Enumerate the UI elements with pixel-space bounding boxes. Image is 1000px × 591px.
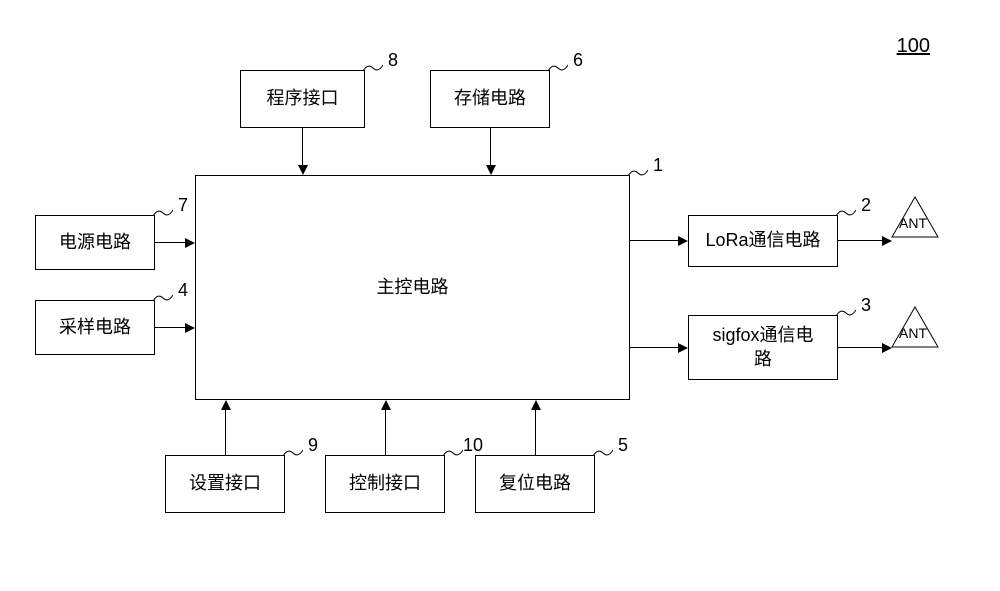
arrow-main-to-lora	[630, 240, 678, 241]
block-main-label: 主控电路	[377, 276, 449, 299]
num-reset: 5	[618, 435, 628, 456]
squiggle-9	[283, 448, 303, 458]
num-lora: 2	[861, 195, 871, 216]
arrow-power-to-main	[155, 242, 185, 243]
arrow-head-sigfox	[678, 343, 688, 353]
num-sigfox: 3	[861, 295, 871, 316]
block-program-interface: 程序接口	[240, 70, 365, 128]
block-power-label: 电源电路	[59, 231, 131, 254]
block-main-control: 主控电路	[195, 175, 630, 400]
block-lora: LoRa通信电路	[688, 215, 838, 267]
arrow-head-program	[298, 165, 308, 175]
arrow-control-to-main	[385, 410, 386, 455]
arrow-head-reset	[531, 400, 541, 410]
arrow-storage-to-main	[490, 128, 491, 165]
num-sampling: 4	[178, 280, 188, 301]
squiggle-6	[548, 63, 568, 73]
num-control: 10	[463, 435, 483, 456]
squiggle-8	[363, 63, 383, 73]
squiggle-10	[443, 448, 463, 458]
arrow-head-settings	[221, 400, 231, 410]
arrow-sampling-to-main	[155, 327, 185, 328]
arrow-lora-to-ant	[838, 240, 883, 241]
block-program-label: 程序接口	[267, 87, 339, 110]
block-sampling: 采样电路	[35, 300, 155, 355]
arrow-head-storage	[486, 165, 496, 175]
arrow-head-power	[185, 238, 195, 248]
arrow-program-to-main	[302, 128, 303, 165]
arrow-reset-to-main	[535, 410, 536, 455]
block-control: 控制接口	[325, 455, 445, 513]
block-sampling-label: 采样电路	[59, 316, 131, 339]
num-power: 7	[178, 195, 188, 216]
num-settings: 9	[308, 435, 318, 456]
block-sigfox: sigfox通信电 路	[688, 315, 838, 380]
block-lora-label: LoRa通信电路	[705, 229, 820, 252]
block-settings: 设置接口	[165, 455, 285, 513]
squiggle-1	[628, 168, 648, 178]
block-settings-label: 设置接口	[189, 472, 261, 495]
squiggle-4	[153, 293, 173, 303]
block-storage: 存储电路	[430, 70, 550, 128]
block-reset: 复位电路	[475, 455, 595, 513]
block-sigfox-label: sigfox通信电 路	[712, 324, 813, 371]
block-storage-label: 存储电路	[454, 87, 526, 110]
squiggle-5	[593, 448, 613, 458]
arrow-settings-to-main	[225, 410, 226, 455]
antenna-label-2: ANT	[899, 325, 927, 341]
figure-number: 100	[897, 35, 930, 58]
squiggle-7	[153, 208, 173, 218]
arrow-head-sampling	[185, 323, 195, 333]
block-power: 电源电路	[35, 215, 155, 270]
num-main: 1	[653, 155, 663, 176]
arrow-head-control	[381, 400, 391, 410]
arrow-head-lora	[678, 236, 688, 246]
block-control-label: 控制接口	[349, 472, 421, 495]
arrow-sigfox-to-ant	[838, 347, 883, 348]
num-program: 8	[388, 50, 398, 71]
arrow-main-to-sigfox	[630, 347, 678, 348]
num-storage: 6	[573, 50, 583, 71]
antenna-label-1: ANT	[899, 215, 927, 231]
block-reset-label: 复位电路	[499, 472, 571, 495]
squiggle-2	[836, 208, 856, 218]
squiggle-3	[836, 308, 856, 318]
